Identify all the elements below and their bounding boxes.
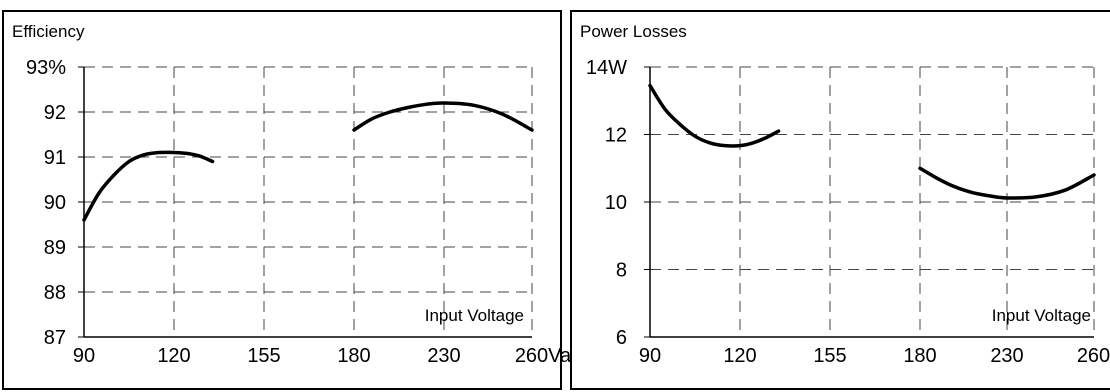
y-tick-label: 93% — [26, 57, 66, 79]
x-tick-label: 230 — [990, 345, 1023, 367]
x-tick-label: 260Vac — [515, 345, 581, 367]
chart-title: Efficiency — [12, 22, 85, 41]
x-axis-label: Input Voltage — [425, 306, 524, 325]
x-tick-label: 230 — [427, 345, 460, 367]
y-tick-label: 92 — [44, 102, 66, 124]
y-tick-label: 12 — [605, 125, 627, 147]
x-tick-label: 120 — [723, 345, 756, 367]
x-tick-label: 120 — [157, 345, 190, 367]
efficiency-chart: 87 88 89 90 91 92 93% 90 120 155 180 230 260Vac Input… — [26, 57, 581, 367]
y-tick-label: 90 — [44, 192, 66, 214]
y-tick-label: 6 — [616, 327, 627, 349]
power-losses-chart: 6 8 10 12 14W 90 120 155 180 230 260Vac Input Volta… — [586, 57, 1110, 367]
y-tick-label: 14W — [586, 57, 627, 79]
y-tick-label: 88 — [44, 282, 66, 304]
power-losses-chart-panel: Power Losses 6 8 10 12 14W 90 120 155 180 230 260V… — [570, 10, 1110, 390]
chart-title: Power Losses — [580, 22, 687, 41]
y-tick-label: 87 — [44, 327, 66, 349]
grid-lines — [84, 66, 533, 337]
grid-lines — [650, 66, 1095, 337]
series-line — [82, 150, 215, 222]
x-tick-label: 155 — [813, 345, 846, 367]
efficiency-chart-panel: Efficiency 87 88 89 90 91 92 93% 90 120 155 180 230… — [2, 10, 581, 390]
x-tick-label: 90 — [639, 345, 661, 367]
x-tick-label: 90 — [73, 345, 95, 367]
series-line — [352, 101, 534, 132]
x-tick-label: 180 — [337, 345, 370, 367]
x-axis-label: Input Voltage — [992, 306, 1091, 325]
series-line — [918, 166, 1096, 200]
y-tick-label: 91 — [44, 147, 66, 169]
x-tick-label: 155 — [247, 345, 280, 367]
y-tick-label: 10 — [605, 192, 627, 214]
y-tick-label: 8 — [616, 260, 627, 282]
x-tick-label: 180 — [903, 345, 936, 367]
y-tick-label: 89 — [44, 237, 66, 259]
x-tick-label: 260Vac — [1077, 345, 1110, 367]
series-line — [648, 83, 781, 148]
